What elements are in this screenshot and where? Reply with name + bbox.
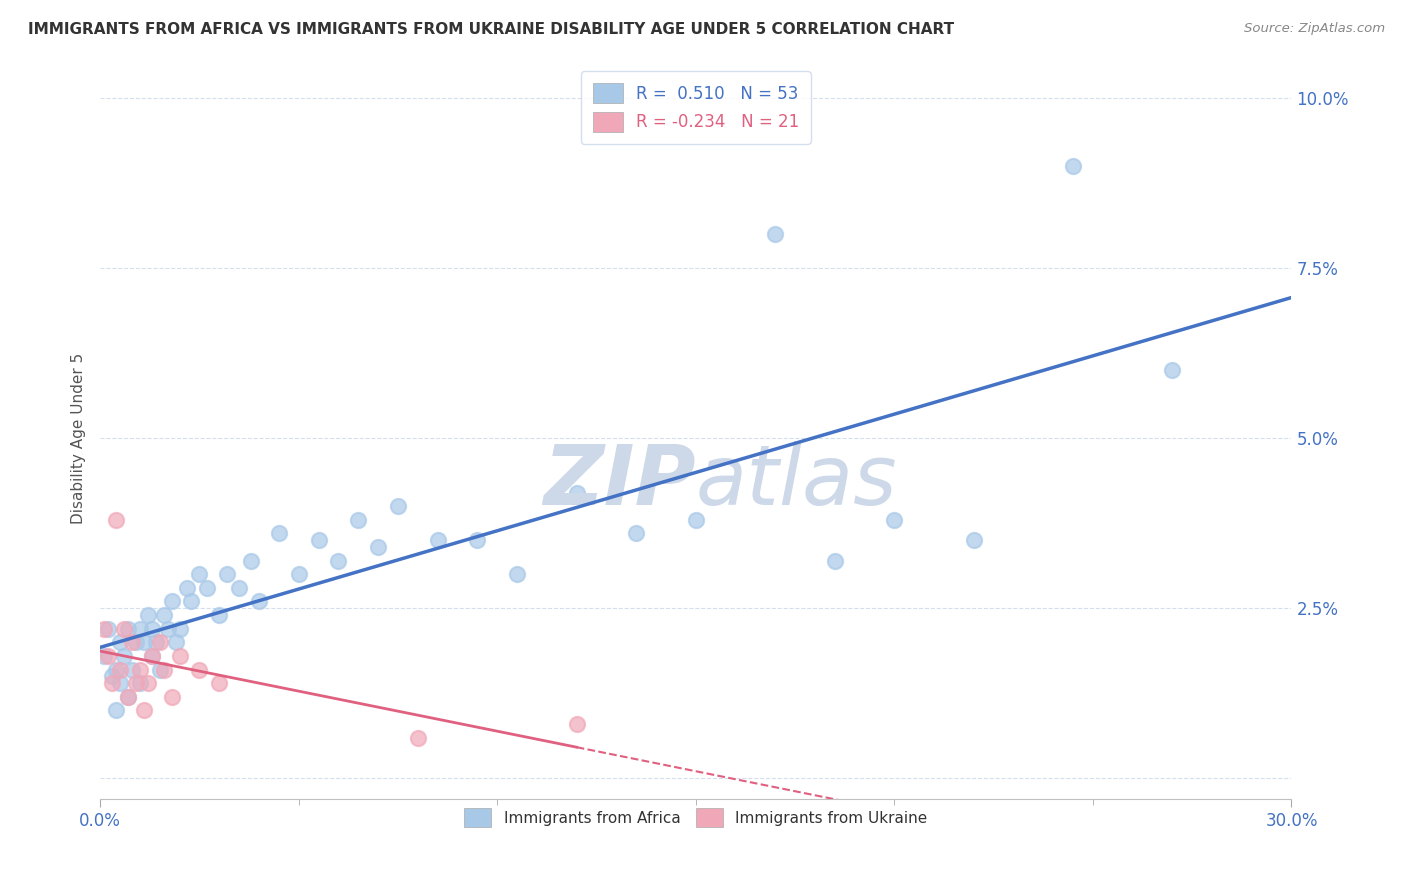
Point xyxy=(128,622,150,636)
Point xyxy=(208,608,231,623)
Y-axis label: Disability Age Under 5: Disability Age Under 5 xyxy=(72,352,86,524)
Point xyxy=(121,635,143,649)
Point xyxy=(308,533,330,548)
Point xyxy=(328,554,350,568)
Point xyxy=(117,690,139,704)
Point xyxy=(195,581,218,595)
Point xyxy=(160,594,183,608)
Point xyxy=(105,513,128,527)
Point xyxy=(141,622,163,636)
Point xyxy=(267,526,290,541)
Point xyxy=(141,648,163,663)
Point xyxy=(406,731,429,745)
Point xyxy=(883,513,905,527)
Point xyxy=(240,554,263,568)
Point xyxy=(387,499,409,513)
Point xyxy=(112,622,135,636)
Point xyxy=(217,567,239,582)
Point xyxy=(136,676,159,690)
Point xyxy=(125,676,148,690)
Point xyxy=(1161,363,1184,377)
Point xyxy=(117,622,139,636)
Point xyxy=(963,533,986,548)
Point xyxy=(149,635,172,649)
Point xyxy=(152,608,174,623)
Point xyxy=(188,567,211,582)
Point xyxy=(565,485,588,500)
Point xyxy=(101,669,124,683)
Point xyxy=(824,554,846,568)
Point xyxy=(228,581,250,595)
Point xyxy=(287,567,309,582)
Point xyxy=(149,663,172,677)
Point xyxy=(208,676,231,690)
Point xyxy=(97,622,120,636)
Point xyxy=(188,663,211,677)
Text: Source: ZipAtlas.com: Source: ZipAtlas.com xyxy=(1244,22,1385,36)
Point xyxy=(169,648,191,663)
Point xyxy=(367,540,389,554)
Point xyxy=(626,526,648,541)
Point xyxy=(160,690,183,704)
Point xyxy=(152,663,174,677)
Point xyxy=(180,594,202,608)
Point xyxy=(763,227,786,241)
Point xyxy=(506,567,529,582)
Text: ZIP: ZIP xyxy=(543,441,696,522)
Point xyxy=(145,635,167,649)
Text: atlas: atlas xyxy=(696,441,897,522)
Point xyxy=(108,676,131,690)
Point xyxy=(97,648,120,663)
Point xyxy=(169,622,191,636)
Point xyxy=(136,608,159,623)
Point xyxy=(101,676,124,690)
Point xyxy=(108,635,131,649)
Point xyxy=(247,594,270,608)
Point xyxy=(112,648,135,663)
Point xyxy=(176,581,198,595)
Point xyxy=(128,663,150,677)
Point xyxy=(426,533,449,548)
Point xyxy=(93,622,115,636)
Point xyxy=(117,690,139,704)
Point xyxy=(156,622,179,636)
Point xyxy=(685,513,707,527)
Point xyxy=(165,635,187,649)
Point xyxy=(121,663,143,677)
Point xyxy=(105,703,128,717)
Point xyxy=(128,676,150,690)
Point xyxy=(105,663,128,677)
Point xyxy=(141,648,163,663)
Point xyxy=(565,717,588,731)
Text: IMMIGRANTS FROM AFRICA VS IMMIGRANTS FROM UKRAINE DISABILITY AGE UNDER 5 CORRELA: IMMIGRANTS FROM AFRICA VS IMMIGRANTS FRO… xyxy=(28,22,955,37)
Point xyxy=(93,648,115,663)
Point xyxy=(347,513,370,527)
Point xyxy=(467,533,489,548)
Legend: Immigrants from Africa, Immigrants from Ukraine: Immigrants from Africa, Immigrants from … xyxy=(457,800,935,835)
Point xyxy=(125,635,148,649)
Point xyxy=(132,703,155,717)
Point xyxy=(132,635,155,649)
Point xyxy=(108,663,131,677)
Point xyxy=(1062,159,1084,173)
